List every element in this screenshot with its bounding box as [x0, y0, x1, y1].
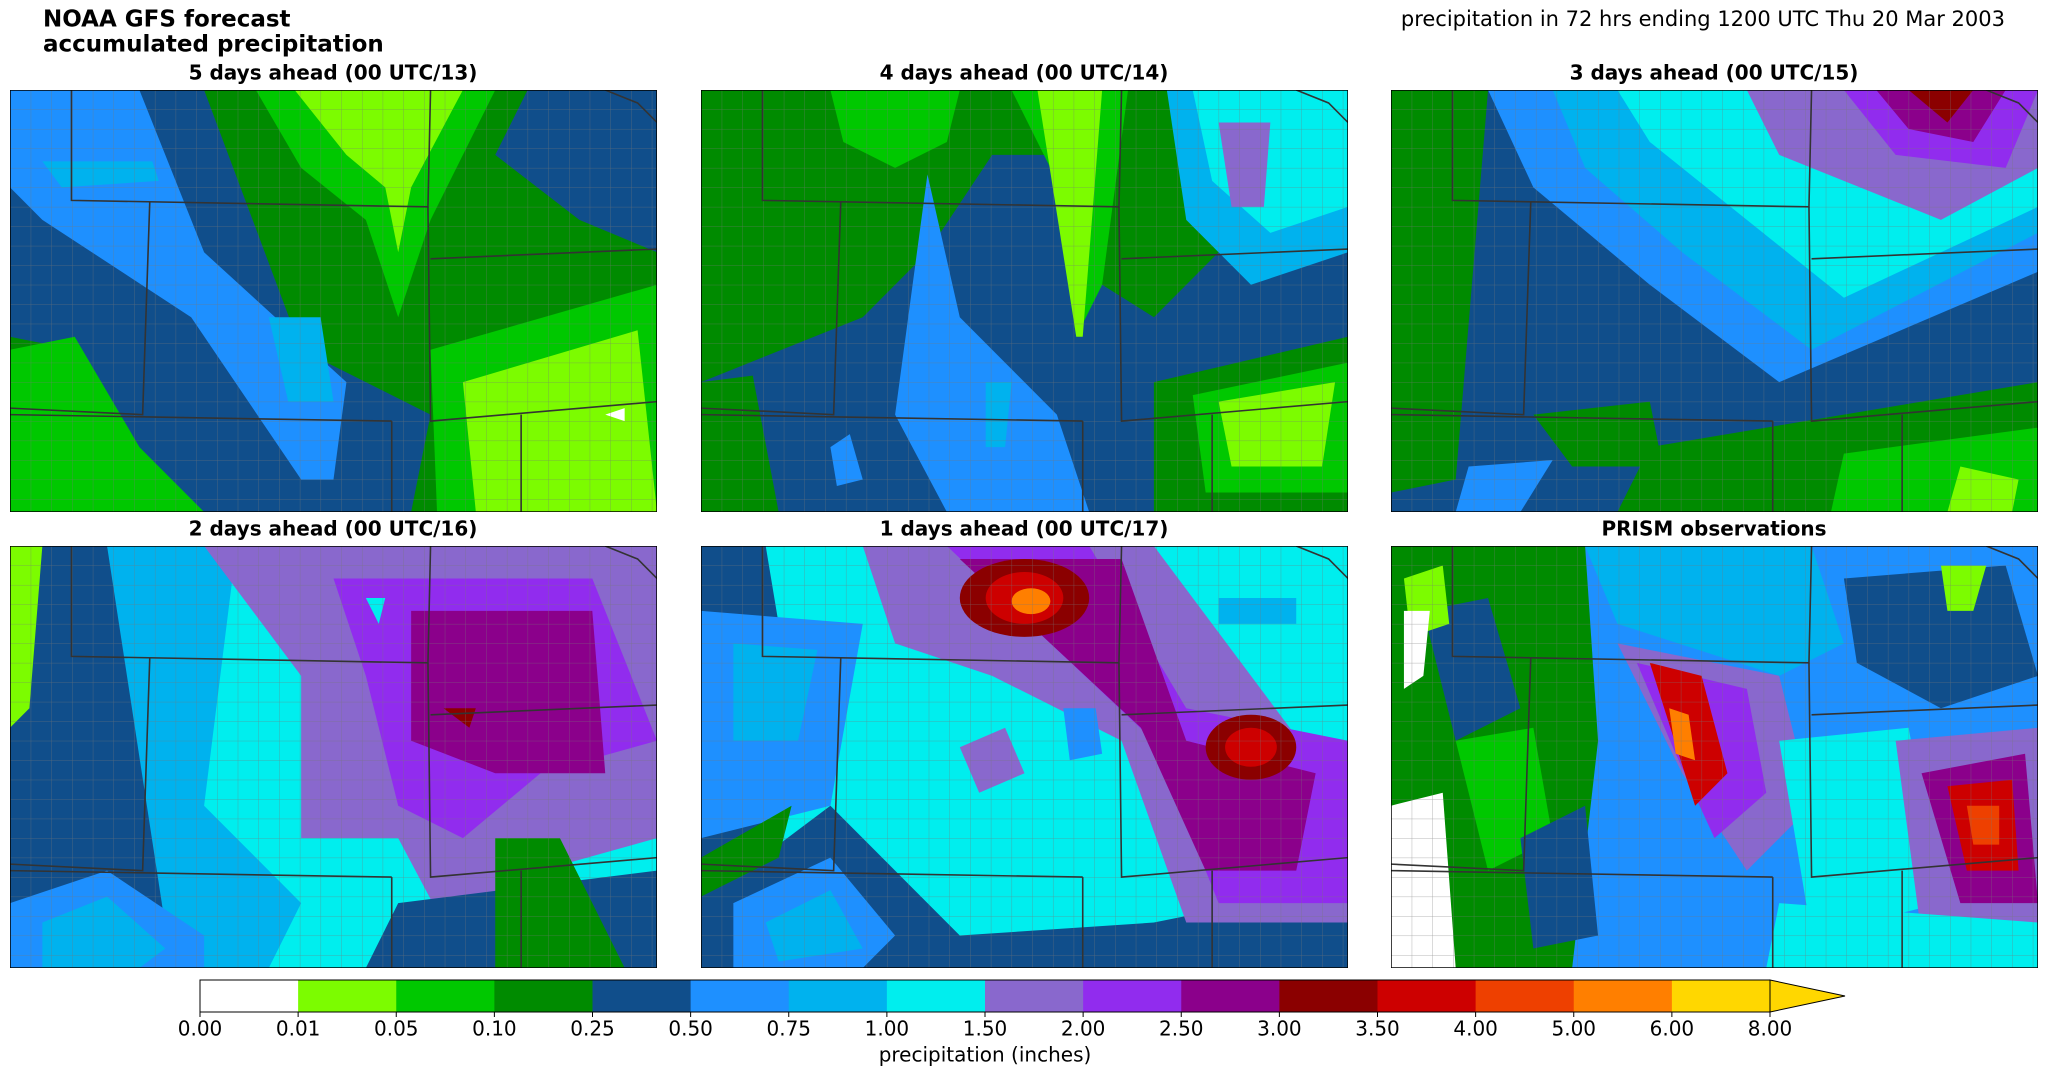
colorbar-tick-label: 3.00	[1257, 1017, 1302, 1041]
map-panel	[1391, 546, 2038, 968]
colorbar-tick-label: 5.00	[1551, 1017, 1596, 1041]
map-border	[1391, 90, 2038, 512]
colorbar-tick-label: 6.00	[1650, 1017, 1695, 1041]
panel-title: 3 days ahead (00 UTC/15)	[1570, 61, 1859, 85]
panel-title: 1 days ahead (00 UTC/17)	[880, 517, 1169, 541]
map-border	[701, 90, 1348, 512]
colorbar-segment	[298, 980, 397, 1012]
panel-title: PRISM observations	[1602, 517, 1827, 541]
map-border	[10, 90, 657, 512]
colorbar-segment	[200, 980, 299, 1012]
colorbar-segment	[494, 980, 593, 1012]
colorbar-tick-label: 0.01	[276, 1017, 321, 1041]
colorbar-tick-label: 1.50	[963, 1017, 1008, 1041]
map-border	[1391, 546, 2038, 968]
colorbar-tick-label: 0.50	[668, 1017, 713, 1041]
colorbar: 0.00 0.01 0.05 0.10 0.25 0.50 0.75 1.00 1.50 2.00…	[178, 979, 1846, 1041]
colorbar-tick-label: 0.05	[374, 1017, 419, 1041]
colorbar-segment	[985, 980, 1084, 1012]
colorbar-tick-label: 0.75	[766, 1017, 811, 1041]
colorbar-tick-label: 0.00	[178, 1017, 223, 1041]
colorbar-tick-label: 4.00	[1453, 1017, 1498, 1041]
colorbar-segment	[690, 980, 790, 1012]
colorbar-segment	[1671, 980, 1771, 1012]
title: NOAA GFS forecast	[43, 7, 291, 33]
colorbar-tick-label: 2.50	[1159, 1017, 1204, 1041]
colorbar-tick-label: 0.10	[472, 1017, 517, 1041]
colorbar-tick-label: 2.00	[1061, 1017, 1106, 1041]
map-panel	[1391, 90, 2038, 512]
colorbar-label: precipitation (inches)	[879, 1043, 1092, 1067]
map-panel	[701, 546, 1348, 968]
colorbar-tick-label: 1.00	[865, 1017, 910, 1041]
colorbar-segment	[1181, 980, 1280, 1012]
colorbar-extension	[1769, 979, 1846, 1013]
colorbar-segment	[1573, 980, 1673, 1012]
title: accumulated precipitation	[43, 32, 384, 58]
panel-title: 5 days ahead (00 UTC/13)	[189, 61, 478, 85]
subtitle: precipitation in 72 hrs ending 1200 UTC …	[1401, 7, 2005, 31]
colorbar-segment	[1475, 980, 1575, 1012]
colorbar-tick-label: 8.00	[1748, 1017, 1793, 1041]
colorbar-segment	[1279, 980, 1378, 1012]
colorbar-segment	[592, 980, 692, 1012]
panel-title: 2 days ahead (00 UTC/16)	[189, 517, 478, 541]
colorbar-segment	[886, 980, 986, 1012]
colorbar-segment	[1377, 980, 1477, 1012]
map-border	[10, 546, 657, 968]
colorbar-tick-label: 3.50	[1355, 1017, 1400, 1041]
colorbar-segment	[788, 980, 888, 1012]
colorbar-segment	[396, 980, 495, 1012]
panel-title: 4 days ahead (00 UTC/14)	[880, 61, 1169, 85]
colorbar-tick-label: 0.25	[570, 1017, 615, 1041]
map-panel	[10, 546, 657, 968]
map-border	[701, 546, 1348, 968]
colorbar-segment	[1083, 980, 1182, 1012]
map-panel	[10, 90, 657, 512]
map-panel	[701, 90, 1348, 512]
